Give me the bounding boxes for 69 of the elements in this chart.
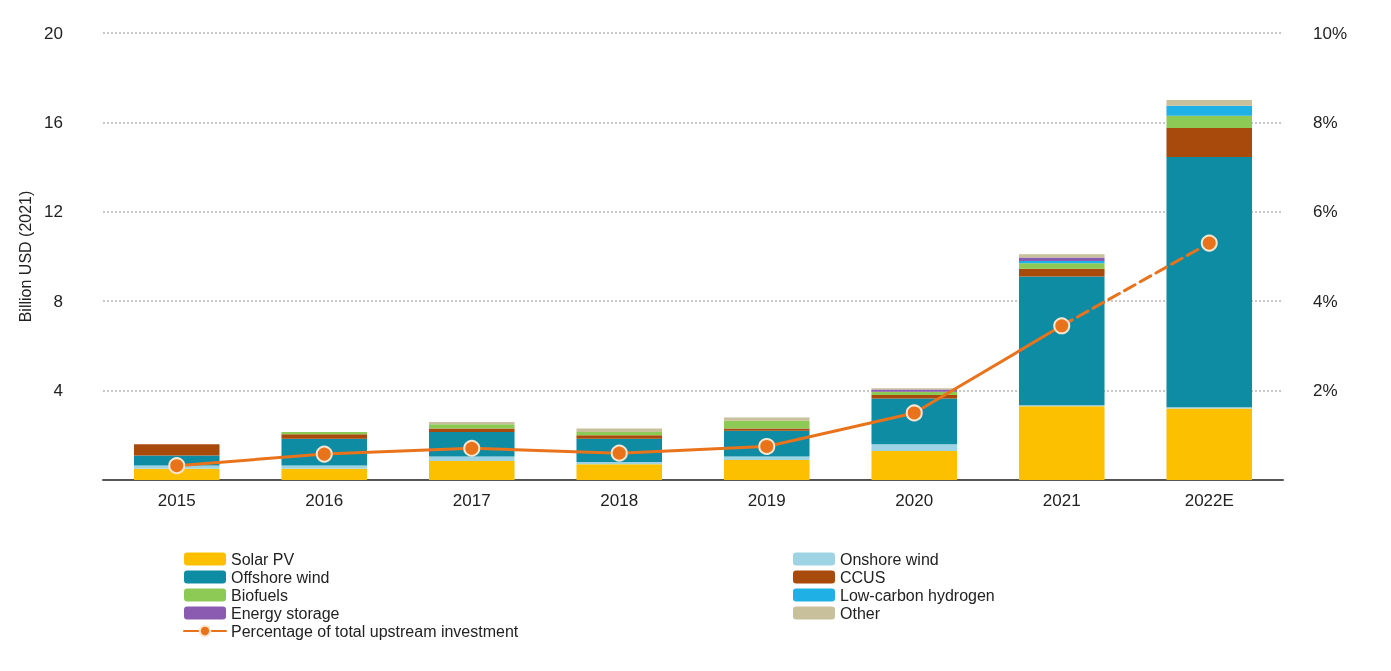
bar — [576, 428, 663, 432]
point — [1200, 234, 1218, 252]
legend-label: Solar PV — [231, 550, 295, 568]
point — [463, 439, 481, 457]
y-tick-label: 8 — [53, 291, 63, 311]
legend-label: CCUS — [840, 568, 886, 586]
bar — [1018, 263, 1105, 269]
legend-label: Other — [840, 604, 881, 622]
y-tick-label: 12 — [44, 202, 63, 222]
bar — [281, 431, 368, 435]
bar — [723, 456, 810, 460]
x-tick-label: 2017 — [452, 491, 491, 510]
legend-label: Low-carbon hydrogen — [840, 586, 995, 604]
legend-label: Offshore wind — [231, 568, 330, 586]
bar — [871, 444, 958, 451]
x-tick-label: 2022E — [1184, 491, 1234, 510]
bar — [133, 468, 220, 480]
x-tick-label: 2019 — [747, 491, 786, 510]
bar — [576, 462, 663, 465]
y-axis-title: Billion USD (2021) — [16, 190, 34, 323]
bar — [428, 424, 515, 429]
y-tick-label: 20 — [44, 23, 63, 43]
bar — [576, 464, 663, 480]
bar — [281, 465, 368, 469]
legend-label: Energy storage — [231, 604, 340, 622]
bar — [576, 435, 663, 439]
bar — [428, 428, 515, 432]
y2-tick-label: 4% — [1313, 291, 1338, 311]
point — [758, 437, 776, 455]
bar — [576, 431, 663, 436]
bar — [1166, 127, 1253, 158]
x-tick-label: 2015 — [157, 491, 196, 510]
x-tick-label: 2020 — [895, 491, 934, 510]
legend-label: Percentage of total upstream investment — [231, 622, 519, 640]
y2-tick-label: 8% — [1313, 112, 1338, 132]
bar — [1018, 406, 1105, 480]
bar — [428, 456, 515, 461]
bar — [428, 421, 515, 425]
bar — [1166, 100, 1253, 106]
bar — [133, 444, 220, 456]
bar — [281, 434, 368, 439]
y2-tick-label: 2% — [1313, 381, 1338, 401]
point — [905, 404, 923, 422]
bar — [723, 428, 810, 431]
bar — [428, 461, 515, 480]
point — [168, 457, 186, 475]
y-tick-label: 16 — [44, 112, 63, 132]
y2-tick-label: 6% — [1313, 202, 1338, 222]
y-tick-label: 4 — [53, 381, 63, 401]
legend-label: Biofuels — [231, 586, 288, 604]
bar — [1166, 115, 1253, 128]
point — [1053, 317, 1071, 335]
bar — [1018, 276, 1105, 406]
point — [315, 445, 333, 463]
bar — [723, 420, 810, 429]
legend-label: Onshore wind — [840, 550, 939, 568]
bar — [723, 459, 810, 480]
x-tick-label: 2016 — [305, 491, 344, 510]
bar — [1166, 157, 1253, 408]
x-tick-label: 2021 — [1042, 491, 1081, 510]
bar — [723, 417, 810, 421]
bar — [871, 450, 958, 480]
x-tick-label: 2018 — [600, 491, 639, 510]
y2-tick-label: 10% — [1313, 23, 1348, 43]
bar — [1166, 408, 1253, 480]
bar — [281, 468, 368, 480]
bar — [1018, 268, 1105, 277]
bar — [1166, 105, 1253, 116]
point — [610, 444, 628, 462]
